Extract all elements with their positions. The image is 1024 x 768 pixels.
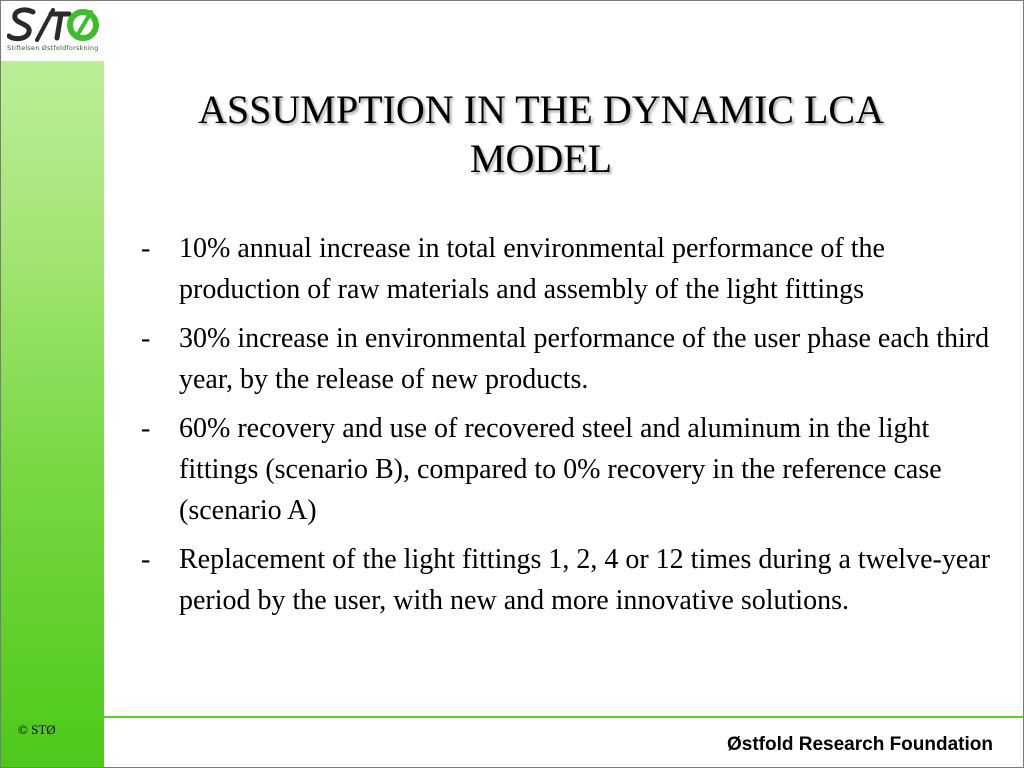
- sto-logo-icon: [7, 7, 99, 42]
- slide-title: ASSUMPTION IN THE DYNAMIC LCA MODEL: [198, 87, 884, 181]
- bullet-text: 10% annual increase in total environment…: [179, 233, 885, 305]
- bullet-text: 30% increase in environmental performanc…: [179, 323, 990, 395]
- list-item: - 10% annual increase in total environme…: [137, 228, 1007, 310]
- bullet-marker: -: [141, 413, 151, 444]
- list-item: - 60% recovery and use of recovered stee…: [137, 408, 1007, 531]
- bullet-marker: -: [141, 323, 151, 354]
- sidebar: Stiftelsen Østfoldforskning © STØ: [1, 1, 104, 767]
- footer-divider: [104, 716, 1023, 718]
- bullet-text: Replacement of the light fittings 1, 2, …: [179, 544, 991, 616]
- logo-caption: Stiftelsen Østfoldforskning: [7, 44, 99, 52]
- copyright-text: © STØ: [18, 722, 56, 737]
- list-item: - 30% increase in environmental performa…: [137, 318, 1007, 400]
- logo: Stiftelsen Østfoldforskning: [1, 1, 104, 61]
- bullet-list: - 10% annual increase in total environme…: [137, 228, 1007, 629]
- bullet-text: 60% recovery and use of recovered steel …: [179, 413, 942, 526]
- bullet-marker: -: [141, 233, 151, 264]
- list-item: - Replacement of the light fittings 1, 2…: [137, 539, 1007, 621]
- bullet-marker: -: [141, 544, 151, 575]
- footer-organization: Østfold Research Foundation: [726, 734, 993, 755]
